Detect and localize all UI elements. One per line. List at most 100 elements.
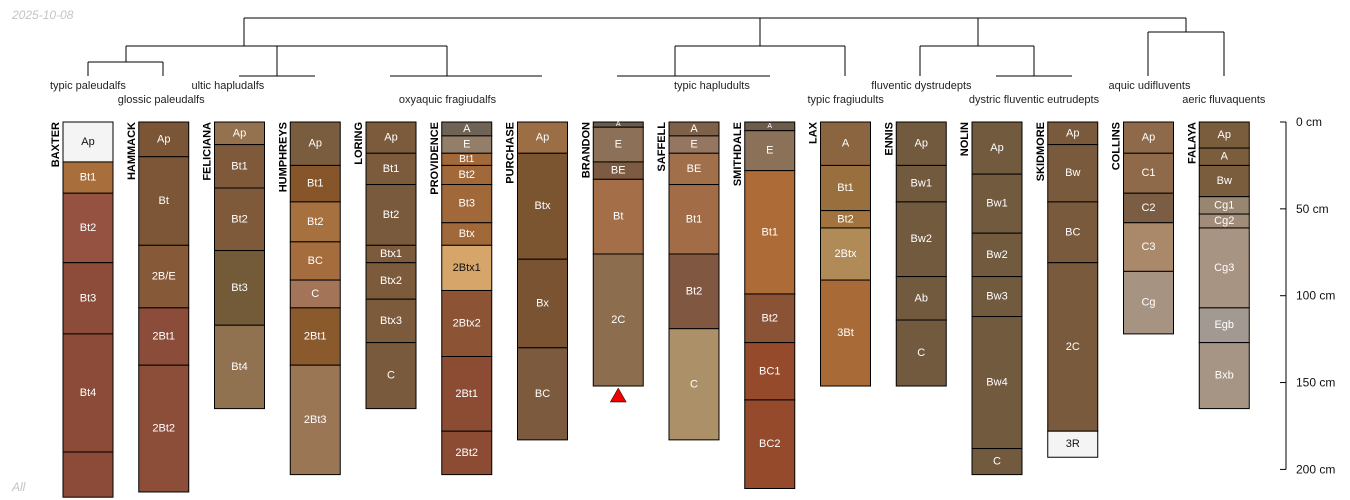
horizon-label: Bt1 (837, 182, 854, 194)
group-label: glossic paleudalfs (118, 94, 205, 106)
horizon-label: Bw1 (911, 178, 932, 190)
profile-name: NOLIN (959, 122, 971, 156)
horizon-lax-3 (820, 227, 871, 281)
horizon-label: 2Bt3 (304, 414, 327, 426)
horizon-skidmore-1 (1047, 144, 1099, 203)
horizon-nolin-3 (971, 276, 1023, 318)
profile-name: LORING (353, 122, 365, 165)
horizon-label: 3R (1066, 438, 1080, 450)
horizon-nolin-0 (971, 121, 1023, 175)
horizon-label: 2Bt2 (152, 423, 175, 435)
group-label: aquic udifluvents (1109, 80, 1191, 92)
horizon-label: BE (687, 163, 702, 175)
horizon-lax-0 (820, 121, 871, 166)
markers (609, 387, 627, 403)
horizon-label: Btx (459, 228, 475, 240)
horizon-label: Bt2 (307, 216, 324, 228)
horizon-label: Ap (990, 142, 1003, 154)
horizon-nolin-4 (971, 316, 1023, 450)
horizon-label: 2C (611, 314, 625, 326)
horizon-label: Bw3 (986, 291, 1007, 303)
profile-skidmore: Ap Bw BC 2C 3R SKIDMORE (1035, 121, 1099, 458)
horizon-humphreys-5 (289, 307, 341, 366)
profile-name: SAFFELL (656, 122, 668, 172)
axis-tick-label: 0 cm (1296, 115, 1322, 129)
horizon-label: Bw2 (986, 249, 1007, 261)
horizon-label: Bt2 (80, 222, 97, 234)
horizon-providence-4 (441, 184, 493, 224)
horizon-label: Cg3 (1214, 262, 1234, 274)
profile-name: ENNIS (883, 122, 895, 156)
horizon-label: 2Bt1 (455, 388, 478, 400)
horizon-smithdale-1 (744, 130, 796, 172)
axis-tick-label: 50 cm (1296, 202, 1329, 216)
horizon-humphreys-4 (289, 279, 341, 309)
horizon-baxter-5 (62, 451, 114, 498)
profile-humphreys: Ap Bt1 Bt2 BC C 2Bt1 2Bt3 HUMPHREYS (277, 121, 341, 476)
horizon-collins-4 (1123, 270, 1174, 335)
horizon-label: Ap (1142, 132, 1155, 144)
profile-name: FALAYA (1186, 122, 1198, 164)
horizon-ennis-1 (895, 164, 947, 203)
horizon-label: BC (535, 388, 550, 400)
horizon-label: Ab (915, 292, 928, 304)
horizon-label: Ap (157, 133, 170, 145)
horizon-label: BC1 (759, 365, 780, 377)
horizon-label: 2Bt2 (455, 447, 478, 459)
horizon-falaya-6 (1198, 307, 1250, 344)
horizon-brandon-3 (592, 178, 644, 255)
horizon-label: Ap (81, 136, 94, 148)
horizon-label: 2Bt1 (304, 331, 327, 343)
horizon-label: A (463, 123, 471, 135)
horizon-baxter-2 (62, 192, 114, 264)
horizon-hammack-2 (138, 244, 190, 309)
horizon-label: 2Bt1 (152, 331, 175, 343)
horizon-skidmore-2 (1047, 201, 1099, 264)
horizon-label: Bt2 (686, 285, 703, 297)
horizon-label: Bw2 (911, 233, 932, 245)
horizon-label: Bt3 (458, 198, 475, 210)
horizon-label: Bt1 (80, 172, 97, 184)
horizon-lax-4 (820, 279, 871, 387)
axis-tick-label: 200 cm (1296, 462, 1335, 476)
horizon-label: Bt1 (761, 226, 778, 238)
horizon-label: E (615, 139, 622, 151)
profile-nolin: Ap Bw1 Bw2 Bw3 Bw4 C NOLIN (959, 121, 1023, 476)
horizon-label: Bw4 (986, 377, 1007, 389)
horizon-humphreys-2 (289, 201, 341, 243)
horizon-skidmore-3 (1047, 262, 1099, 432)
profile-baxter: Ap Bt1 Bt2 Bt3 Bt4 BAXTER (50, 121, 114, 498)
profile-name: HUMPHREYS (277, 122, 289, 192)
horizon-label: Bt1 (383, 163, 400, 175)
profile-name: FELICIANA (202, 122, 214, 181)
horizon-nolin-2 (971, 232, 1023, 278)
horizon-label: Cg1 (1214, 199, 1234, 211)
horizon-label: 2Btx2 (453, 317, 481, 329)
horizon-smithdale-4 (744, 342, 796, 401)
horizon-purchase-0 (517, 121, 568, 154)
horizon-label: Btx3 (380, 315, 402, 327)
horizon-label: C (690, 378, 698, 390)
horizon-feliciana-1 (214, 144, 265, 189)
horizon-label: Bt2 (231, 213, 248, 225)
horizon-smithdale-2 (744, 170, 796, 295)
dendrogram (87, 17, 1225, 77)
profile-name: LAX (808, 121, 820, 144)
horizon-loring-0 (365, 121, 417, 154)
profile-name: BAXTER (50, 122, 62, 167)
horizon-label: BC (1065, 226, 1080, 238)
horizon-baxter-3 (62, 262, 114, 335)
profile-brandon: A E BE Bt 2C BRANDON (580, 121, 644, 387)
horizon-humphreys-0 (289, 121, 341, 166)
profile-name: COLLINS (1111, 122, 1123, 170)
horizon-purchase-2 (517, 258, 568, 349)
group-label: ultic hapludalfs (192, 80, 265, 92)
horizon-ennis-0 (895, 121, 947, 166)
horizon-label: Btx2 (380, 275, 402, 287)
horizon-label: BC2 (759, 438, 780, 450)
horizon-loring-1 (365, 152, 417, 186)
date-label: 2025-10-08 (12, 8, 74, 22)
horizon-ennis-2 (895, 201, 947, 278)
horizon-label: Ap (233, 127, 246, 139)
horizon-label: C2 (1141, 202, 1155, 214)
